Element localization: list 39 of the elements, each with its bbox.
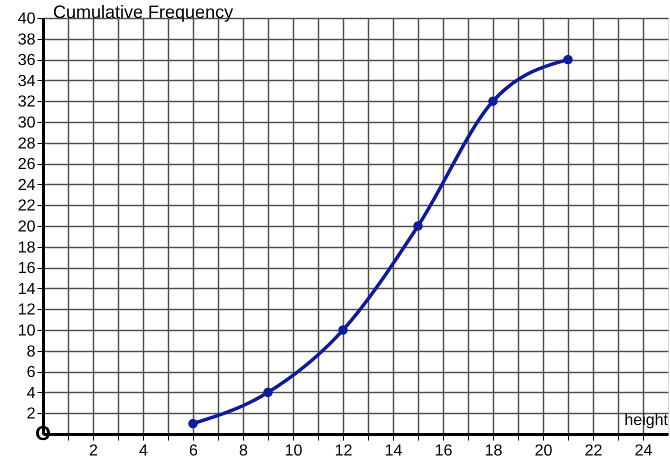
point xyxy=(563,54,573,64)
x-tick-label: 18 xyxy=(484,442,502,460)
x-tick-label: 24 xyxy=(634,442,652,460)
y-tick-label: 10 xyxy=(18,322,36,340)
x-tick-label: 20 xyxy=(534,442,552,460)
y-tick-label: 16 xyxy=(18,260,36,278)
y-tick-label: 6 xyxy=(26,364,36,382)
x-tick-label: 10 xyxy=(284,442,302,460)
point xyxy=(263,388,273,398)
y-tick-label: 8 xyxy=(26,343,36,360)
x-tick-label: 2 xyxy=(89,442,98,460)
y-tick-label: 12 xyxy=(18,302,36,319)
y-tick-label: 4 xyxy=(26,384,36,402)
x-tick-label: 16 xyxy=(434,442,452,460)
x-tick-label: 14 xyxy=(384,442,402,460)
point xyxy=(488,96,498,106)
x-tick-label: 6 xyxy=(189,442,198,460)
y-tick-label: 40 xyxy=(18,10,36,28)
y-tick-label: 18 xyxy=(18,239,36,256)
x-tick-label: 8 xyxy=(239,442,248,460)
x-tick-label: 4 xyxy=(139,442,148,460)
y-tick-label: 14 xyxy=(18,280,36,298)
y-tick-label: 34 xyxy=(18,72,36,90)
y-tick-label: 36 xyxy=(18,52,36,70)
y-tick-label: 32 xyxy=(18,94,36,111)
y-tick-label: 22 xyxy=(18,198,36,215)
y-tick-label: 26 xyxy=(18,156,36,174)
y-axis-title: Cumulative Frequency xyxy=(53,2,234,22)
y-tick-label: 20 xyxy=(18,218,36,236)
x-tick-label: 12 xyxy=(334,442,352,460)
y-tick-label: 24 xyxy=(18,176,36,194)
point xyxy=(338,325,348,335)
point xyxy=(188,418,198,428)
y-tick-label: 2 xyxy=(26,406,36,423)
y-tick-label: 30 xyxy=(18,114,36,132)
x-tick-label: 22 xyxy=(584,442,602,460)
point xyxy=(413,221,423,231)
y-tick-label: 38 xyxy=(18,31,36,48)
y-tick-label: 28 xyxy=(18,135,36,152)
